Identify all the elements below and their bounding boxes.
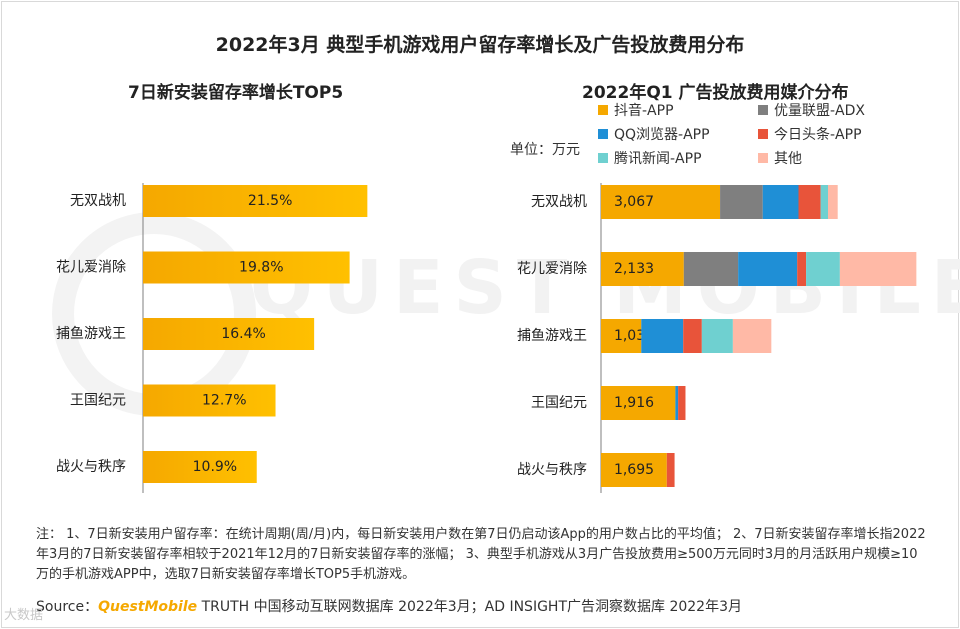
left-bar <box>143 318 315 350</box>
source-line: Source：QuestMobile TRUTH 中国移动互联网数据库 2022… <box>36 596 742 616</box>
right-bar-segment <box>839 252 917 286</box>
left-value-label: 19.8% <box>239 260 283 276</box>
source-text: TRUTH 中国移动互联网数据库 2022年3月；AD INSIGHT广告洞察数… <box>197 599 742 615</box>
right-category-label: 战火与秩序 <box>517 462 587 478</box>
left-bar <box>143 384 276 417</box>
left-category-label: 捕鱼游戏王 <box>56 325 126 342</box>
legend-swatch <box>758 129 768 139</box>
right-category-label: 王国纪元 <box>531 395 587 411</box>
right-bar-segment <box>601 252 684 286</box>
right-bar-segment <box>641 319 684 353</box>
right-bar-segment <box>732 319 772 353</box>
right-bar-segment <box>806 252 840 286</box>
right-bar-segment <box>601 185 721 219</box>
right-bar-segment <box>683 319 702 353</box>
legend-swatch <box>758 153 768 163</box>
right-bar-segment <box>820 185 829 219</box>
left-value-label: 12.7% <box>202 393 246 409</box>
left-bar <box>143 185 368 217</box>
right-bar-segment <box>720 185 763 219</box>
right-bar-segment <box>701 319 733 353</box>
left-bar <box>143 251 350 284</box>
left-category-label: 无双战机 <box>70 193 126 209</box>
right-bar-segment <box>666 453 675 487</box>
legend-item: 腾讯新闻-APP <box>598 148 702 168</box>
legend-label: 腾讯新闻-APP <box>614 151 702 167</box>
questmobile-logo: QuestMobile <box>98 599 198 615</box>
legend-swatch <box>598 129 608 139</box>
right-value-label: 2,133 <box>614 261 654 277</box>
right-category-label: 花儿爱消除 <box>517 261 587 277</box>
right-bar-segment <box>797 252 807 286</box>
legend-swatch <box>598 153 608 163</box>
right-bar-segment <box>738 252 798 286</box>
right-bar-segment <box>828 185 838 219</box>
right-bar-segment <box>675 386 679 420</box>
right-bar-segment <box>601 386 676 420</box>
left-value-label: 21.5% <box>248 193 292 209</box>
legend-item: 今日头条-APP <box>758 124 862 144</box>
legend-label: 优量联盟-ADX <box>774 103 865 119</box>
left-value-label: 10.9% <box>193 459 237 475</box>
figure-title: 2022年3月 典型手机游戏用户留存率增长及广告投放费用分布 <box>215 34 745 56</box>
left-bar <box>143 451 257 483</box>
legend-item: 优量联盟-ADX <box>758 100 865 120</box>
legend-item: QQ浏览器-APP <box>598 124 710 144</box>
right-bar-segment <box>601 453 667 487</box>
legend-label: 今日头条-APP <box>774 127 862 143</box>
right-category-label: 捕鱼游戏王 <box>517 327 587 344</box>
unit-label: 单位：万元 <box>510 142 580 158</box>
right-value-label: 3,067 <box>614 194 654 210</box>
left-category-label: 花儿爱消除 <box>56 260 126 276</box>
right-bar-segment <box>762 185 799 219</box>
right-bar-segment <box>678 386 686 420</box>
left-category-label: 战火与秩序 <box>56 459 126 475</box>
legend-item: 其他 <box>758 148 802 168</box>
right-value-label: 1,695 <box>614 462 654 478</box>
right-bar-segment <box>798 185 821 219</box>
legend-swatch <box>758 105 768 115</box>
source-prefix: Source： <box>36 599 99 615</box>
right-bar-segment <box>683 252 739 286</box>
right-chart-title: 2022年Q1 广告投放费用媒介分布 <box>582 83 849 103</box>
corner-logo: 大数据 <box>4 608 44 623</box>
right-category-label: 无双战机 <box>531 194 587 210</box>
right-value-label: 1,916 <box>614 395 654 411</box>
legend-label: 抖音-APP <box>614 103 674 119</box>
legend-item: 抖音-APP <box>598 100 674 120</box>
legend-label: QQ浏览器-APP <box>614 127 710 143</box>
left-category-label: 王国纪元 <box>70 393 126 409</box>
left-chart-title: 7日新安装留存率增长TOP5 <box>128 83 344 103</box>
legend-label: 其他 <box>774 151 802 167</box>
right-bar-segment <box>601 319 642 353</box>
footnotes: 注： 1、7日新安装用户留存率：在统计周期(周/月)内，每日新安装用户数在第7日… <box>36 527 926 582</box>
legend-swatch <box>598 105 608 115</box>
left-value-label: 16.4% <box>221 326 265 342</box>
